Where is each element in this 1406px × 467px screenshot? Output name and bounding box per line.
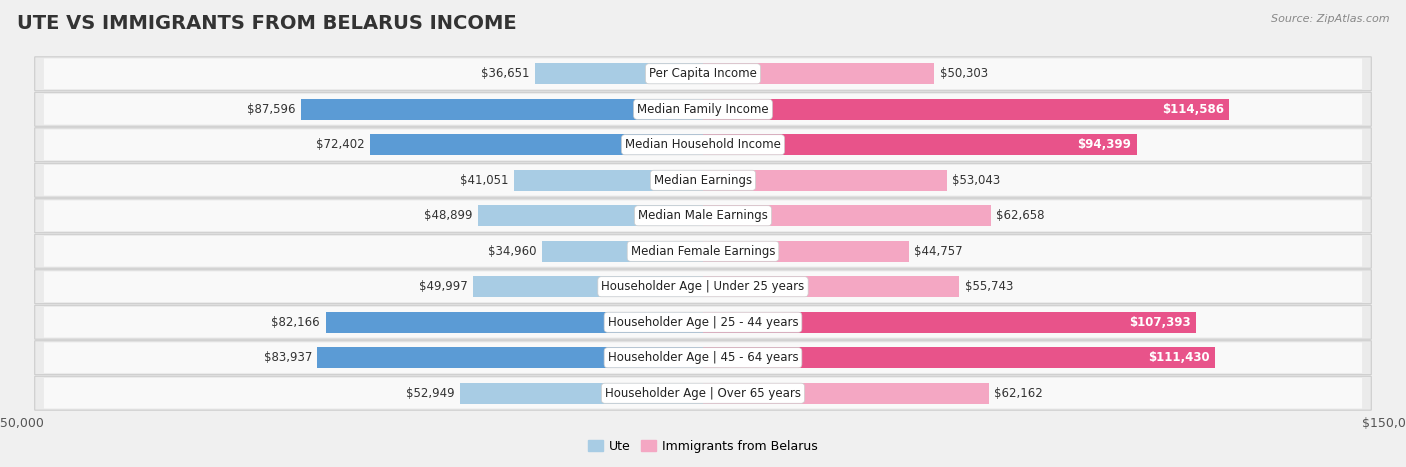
Bar xyxy=(703,99,1229,120)
Text: Householder Age | 25 - 44 years: Householder Age | 25 - 44 years xyxy=(607,316,799,329)
Bar xyxy=(460,382,703,404)
Text: $41,051: $41,051 xyxy=(460,174,509,187)
FancyBboxPatch shape xyxy=(35,376,1371,410)
FancyBboxPatch shape xyxy=(35,92,1371,126)
FancyBboxPatch shape xyxy=(44,200,1362,231)
Text: $83,937: $83,937 xyxy=(263,351,312,364)
Bar xyxy=(301,99,703,120)
Bar xyxy=(474,276,703,297)
Text: Median Male Earnings: Median Male Earnings xyxy=(638,209,768,222)
Text: $62,658: $62,658 xyxy=(997,209,1045,222)
Text: $94,399: $94,399 xyxy=(1077,138,1130,151)
Bar xyxy=(703,347,1215,368)
Text: Median Household Income: Median Household Income xyxy=(626,138,780,151)
FancyBboxPatch shape xyxy=(44,236,1362,267)
FancyBboxPatch shape xyxy=(44,94,1362,125)
Text: Per Capita Income: Per Capita Income xyxy=(650,67,756,80)
Bar xyxy=(543,241,703,262)
Bar xyxy=(703,382,988,404)
Text: $34,960: $34,960 xyxy=(488,245,537,258)
Text: $55,743: $55,743 xyxy=(965,280,1012,293)
Text: $62,162: $62,162 xyxy=(994,387,1043,400)
Bar xyxy=(478,205,703,226)
FancyBboxPatch shape xyxy=(35,163,1371,197)
Bar xyxy=(515,170,703,191)
Text: $87,596: $87,596 xyxy=(246,103,295,116)
Text: $82,166: $82,166 xyxy=(271,316,321,329)
FancyBboxPatch shape xyxy=(35,199,1371,233)
Text: Householder Age | Over 65 years: Householder Age | Over 65 years xyxy=(605,387,801,400)
Legend: Ute, Immigrants from Belarus: Ute, Immigrants from Belarus xyxy=(583,435,823,458)
Text: $107,393: $107,393 xyxy=(1129,316,1191,329)
Text: Householder Age | Under 25 years: Householder Age | Under 25 years xyxy=(602,280,804,293)
Text: $53,043: $53,043 xyxy=(952,174,1001,187)
Text: $36,651: $36,651 xyxy=(481,67,529,80)
FancyBboxPatch shape xyxy=(44,271,1362,302)
Text: UTE VS IMMIGRANTS FROM BELARUS INCOME: UTE VS IMMIGRANTS FROM BELARUS INCOME xyxy=(17,14,516,33)
Bar xyxy=(703,170,946,191)
Text: $52,949: $52,949 xyxy=(406,387,454,400)
Bar xyxy=(703,205,991,226)
Text: Median Female Earnings: Median Female Earnings xyxy=(631,245,775,258)
FancyBboxPatch shape xyxy=(44,307,1362,338)
Text: $49,997: $49,997 xyxy=(419,280,468,293)
Text: $48,899: $48,899 xyxy=(425,209,472,222)
Bar xyxy=(703,276,959,297)
FancyBboxPatch shape xyxy=(35,270,1371,304)
FancyBboxPatch shape xyxy=(44,165,1362,196)
Text: $50,303: $50,303 xyxy=(939,67,987,80)
FancyBboxPatch shape xyxy=(44,58,1362,89)
Text: Median Family Income: Median Family Income xyxy=(637,103,769,116)
Bar xyxy=(703,63,934,85)
Text: $111,430: $111,430 xyxy=(1147,351,1209,364)
Bar xyxy=(703,241,908,262)
FancyBboxPatch shape xyxy=(35,305,1371,339)
FancyBboxPatch shape xyxy=(35,128,1371,162)
Bar xyxy=(370,134,703,156)
FancyBboxPatch shape xyxy=(35,341,1371,375)
Text: $44,757: $44,757 xyxy=(914,245,963,258)
Bar xyxy=(534,63,703,85)
Bar xyxy=(326,311,703,333)
Text: Householder Age | 45 - 64 years: Householder Age | 45 - 64 years xyxy=(607,351,799,364)
FancyBboxPatch shape xyxy=(44,342,1362,373)
Text: $114,586: $114,586 xyxy=(1161,103,1223,116)
Bar xyxy=(703,134,1136,156)
Text: $72,402: $72,402 xyxy=(316,138,366,151)
Bar xyxy=(318,347,703,368)
Text: Source: ZipAtlas.com: Source: ZipAtlas.com xyxy=(1271,14,1389,24)
Bar xyxy=(703,311,1197,333)
Text: Median Earnings: Median Earnings xyxy=(654,174,752,187)
FancyBboxPatch shape xyxy=(44,129,1362,160)
FancyBboxPatch shape xyxy=(44,378,1362,409)
FancyBboxPatch shape xyxy=(35,234,1371,268)
FancyBboxPatch shape xyxy=(35,57,1371,91)
